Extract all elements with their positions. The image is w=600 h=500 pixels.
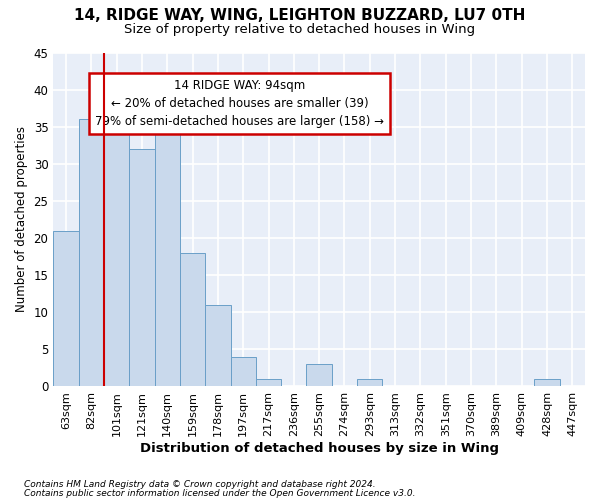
Text: Contains HM Land Registry data © Crown copyright and database right 2024.: Contains HM Land Registry data © Crown c… [24, 480, 376, 489]
Bar [357, 379, 382, 386]
Bar [256, 379, 281, 386]
Text: 14, RIDGE WAY, WING, LEIGHTON BUZZARD, LU7 0TH: 14, RIDGE WAY, WING, LEIGHTON BUZZARD, L… [74, 8, 526, 22]
Text: 14 RIDGE WAY: 94sqm
← 20% of detached houses are smaller (39)
79% of semi-detach: 14 RIDGE WAY: 94sqm ← 20% of detached ho… [95, 79, 384, 128]
Text: Size of property relative to detached houses in Wing: Size of property relative to detached ho… [124, 22, 476, 36]
Bar [205, 305, 230, 386]
Bar [104, 126, 129, 386]
X-axis label: Distribution of detached houses by size in Wing: Distribution of detached houses by size … [140, 442, 499, 455]
Y-axis label: Number of detached properties: Number of detached properties [15, 126, 28, 312]
Text: Contains public sector information licensed under the Open Government Licence v3: Contains public sector information licen… [24, 489, 415, 498]
Bar [535, 379, 560, 386]
Bar [79, 120, 104, 386]
Bar [307, 364, 332, 386]
Bar [155, 112, 180, 386]
Bar [230, 357, 256, 386]
Bar [53, 230, 79, 386]
Bar [129, 149, 155, 386]
Bar [180, 253, 205, 386]
